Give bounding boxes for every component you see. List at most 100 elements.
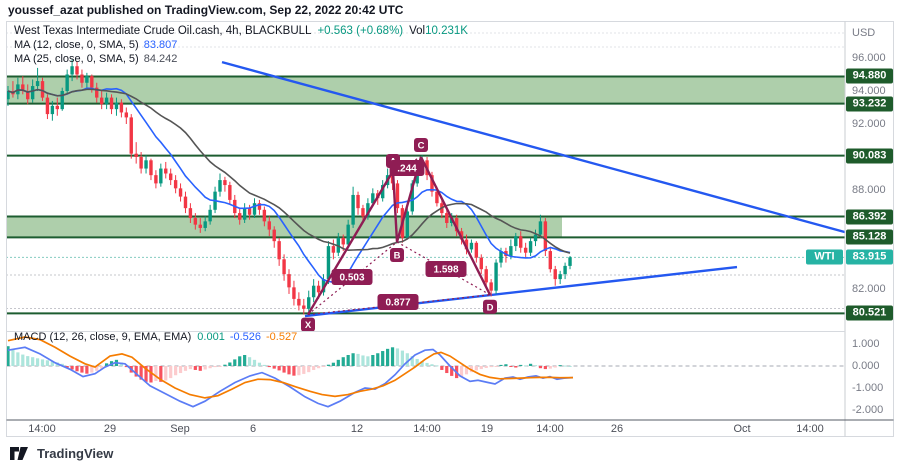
macd-histogram-bar xyxy=(159,366,163,382)
candle-body xyxy=(479,257,483,270)
macd-label: MACD (12, 26, close, 9, EMA, EMA) xyxy=(14,331,192,343)
macd-histogram-bar xyxy=(321,366,326,367)
macd-histogram-bar xyxy=(489,366,493,368)
candle-body xyxy=(272,229,276,242)
price-axis-label: 88.000 xyxy=(852,184,886,196)
macd-histogram-bar xyxy=(60,363,64,366)
macd-histogram-bar xyxy=(312,366,316,370)
pattern-point-label xyxy=(483,299,497,314)
macd-histogram-bar xyxy=(390,347,395,366)
candle-body xyxy=(519,236,523,248)
pattern-solid-edge xyxy=(391,170,399,243)
macd-histogram-bar xyxy=(183,366,188,371)
brand-name: TradingView xyxy=(37,446,114,461)
candle-body xyxy=(183,196,188,209)
macd-histogram-bar xyxy=(346,355,350,366)
candle-body xyxy=(316,285,321,293)
macd-histogram-bar xyxy=(40,359,45,366)
macd-histogram-bar xyxy=(568,365,572,367)
candle-body xyxy=(489,282,493,291)
widget-border xyxy=(6,21,894,437)
macd-histogram-bar xyxy=(149,366,153,383)
trendline xyxy=(304,265,738,318)
candle-body xyxy=(109,97,114,110)
candle-body xyxy=(173,180,178,189)
candle-body xyxy=(538,221,543,235)
candle-body xyxy=(523,247,528,253)
candle-body xyxy=(119,102,124,113)
macd-histogram-bar xyxy=(297,366,301,376)
ma-fast-line xyxy=(7,87,571,284)
macd-histogram-bar xyxy=(198,366,202,371)
candle-body xyxy=(193,218,198,225)
symbol-title: West Texas Intermediate Crude Oil.cash, … xyxy=(14,25,312,37)
price-level-badge: 85.128 xyxy=(846,229,893,245)
candle-body xyxy=(410,183,414,212)
time-axis-label: 19 xyxy=(480,423,494,435)
macd-histogram-bar xyxy=(410,356,414,366)
macd-histogram-bar xyxy=(499,364,503,366)
candle-body xyxy=(277,241,281,260)
price-level-badge: 80.521 xyxy=(846,305,893,321)
candle-body xyxy=(139,157,143,169)
macd-line xyxy=(7,346,574,408)
candle-body xyxy=(164,168,168,174)
macd-histogram-bar xyxy=(238,356,242,366)
macd-histogram-bar xyxy=(144,366,148,382)
candle-body xyxy=(104,97,109,105)
macd-histogram-bar xyxy=(509,366,513,367)
macd-histogram-bar xyxy=(292,366,296,376)
macd-histogram-bar xyxy=(11,349,15,366)
candle-body xyxy=(129,117,133,154)
macd-histogram-bar xyxy=(154,366,158,381)
pattern-solid-edge xyxy=(419,156,492,296)
macd-histogram-bar xyxy=(316,366,321,369)
macd-histogram-bar xyxy=(356,353,360,366)
macd-histogram-bar xyxy=(326,364,331,366)
pattern-ratio-badge xyxy=(331,269,373,285)
candle-body xyxy=(509,246,513,256)
macd-histogram-bar xyxy=(528,363,533,366)
candle-body xyxy=(356,194,360,209)
macd-histogram-bar xyxy=(95,366,99,371)
candle-body xyxy=(326,246,331,280)
candle-body xyxy=(178,188,183,197)
macd-histogram-bar xyxy=(524,365,528,367)
macd-histogram-bar xyxy=(6,346,10,366)
macd-histogram-bar xyxy=(558,365,562,367)
macd-signal-value: -0.527 xyxy=(266,331,298,343)
published-header: youssef_azat published on TradingView.co… xyxy=(8,3,404,17)
candle-body xyxy=(159,168,163,184)
candle-body xyxy=(445,213,449,223)
time-axis-label: 14:00 xyxy=(536,423,564,435)
candle-body xyxy=(6,91,10,100)
candle-body xyxy=(558,274,562,280)
macd-histogram-bar xyxy=(228,362,232,366)
price-axis-label: 96.000 xyxy=(852,52,886,64)
candle-body xyxy=(341,237,345,245)
candle-body xyxy=(247,208,252,215)
candle-body xyxy=(405,211,410,238)
macd-histogram-bar xyxy=(45,360,50,366)
candle-body xyxy=(203,221,207,228)
pattern-point-label xyxy=(301,317,315,332)
volume-label: Vol xyxy=(409,25,426,37)
candle-body xyxy=(257,203,262,210)
candle-body xyxy=(366,203,370,217)
candle-body xyxy=(30,86,35,100)
price-axis-label: 82.000 xyxy=(852,283,886,295)
candle-body xyxy=(60,91,64,110)
price-change: +0.563 (+0.68%) xyxy=(317,25,404,37)
macd-histogram-bar xyxy=(519,364,523,366)
macd-histogram-bar xyxy=(381,351,385,366)
candle-body xyxy=(21,84,25,91)
macd-histogram-bar xyxy=(139,366,143,380)
price-level-badge: 93.232 xyxy=(846,96,893,112)
time-axis-label: 12 xyxy=(350,423,364,435)
candle-body xyxy=(297,298,301,306)
macd-histogram-bar xyxy=(188,366,193,370)
macd-histogram-bar xyxy=(272,366,276,369)
time-axis-label: 26 xyxy=(610,423,624,435)
